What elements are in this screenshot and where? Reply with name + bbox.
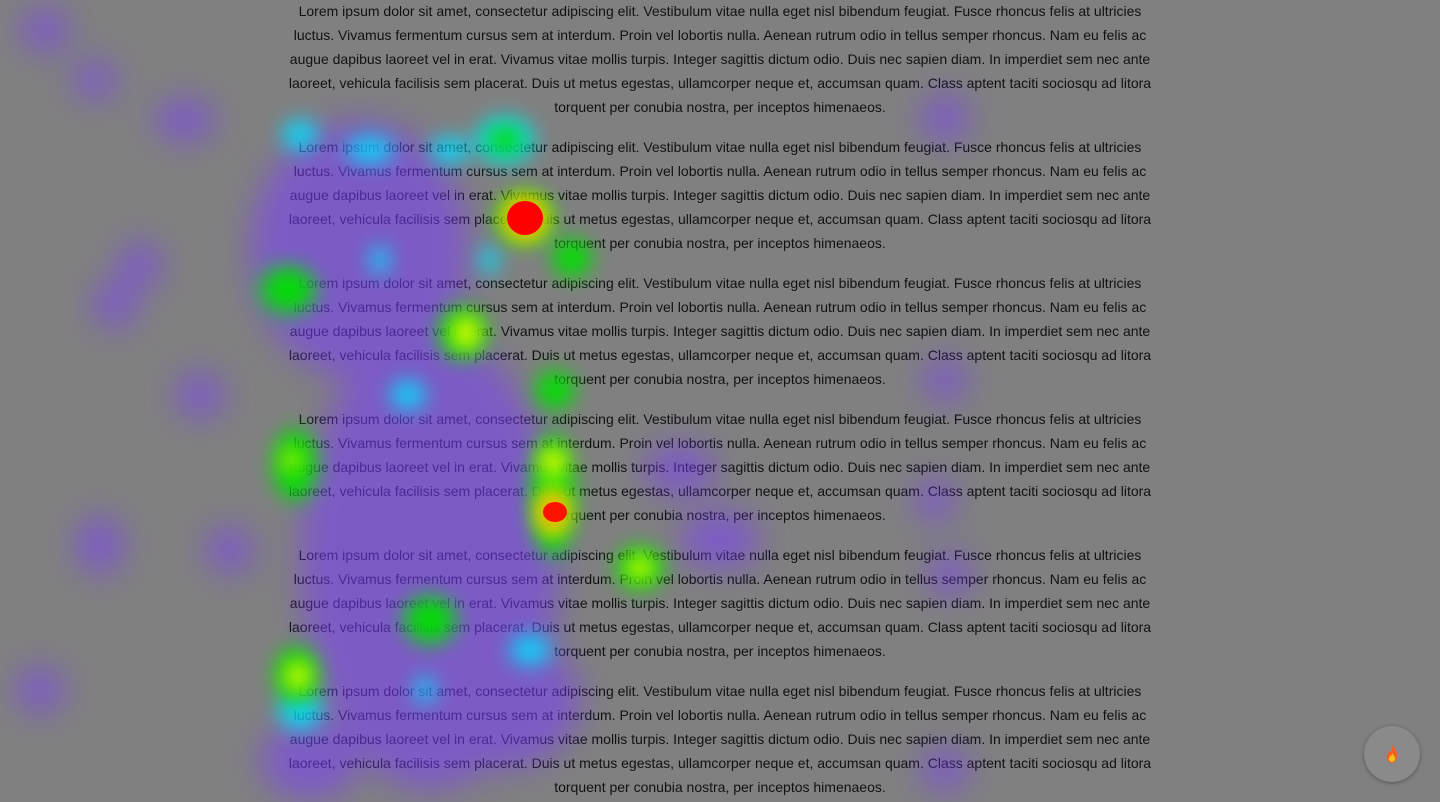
paragraph: Lorem ipsum dolor sit amet, consectetur …: [288, 139, 1152, 251]
paragraph: Lorem ipsum dolor sit amet, consectetur …: [288, 275, 1152, 387]
flame-icon: [1387, 744, 1397, 763]
paragraph: Lorem ipsum dolor sit amet, consectetur …: [288, 411, 1152, 523]
paragraph: Lorem ipsum dolor sit amet, consectetur …: [288, 3, 1152, 115]
paragraph: Lorem ipsum dolor sit amet, consectetur …: [288, 683, 1152, 795]
heatmap-toggle-button[interactable]: [1364, 726, 1420, 782]
article-body: Lorem ipsum dolor sit amet, consectetur …: [285, 0, 1155, 802]
paragraph: Lorem ipsum dolor sit amet, consectetur …: [288, 547, 1152, 659]
